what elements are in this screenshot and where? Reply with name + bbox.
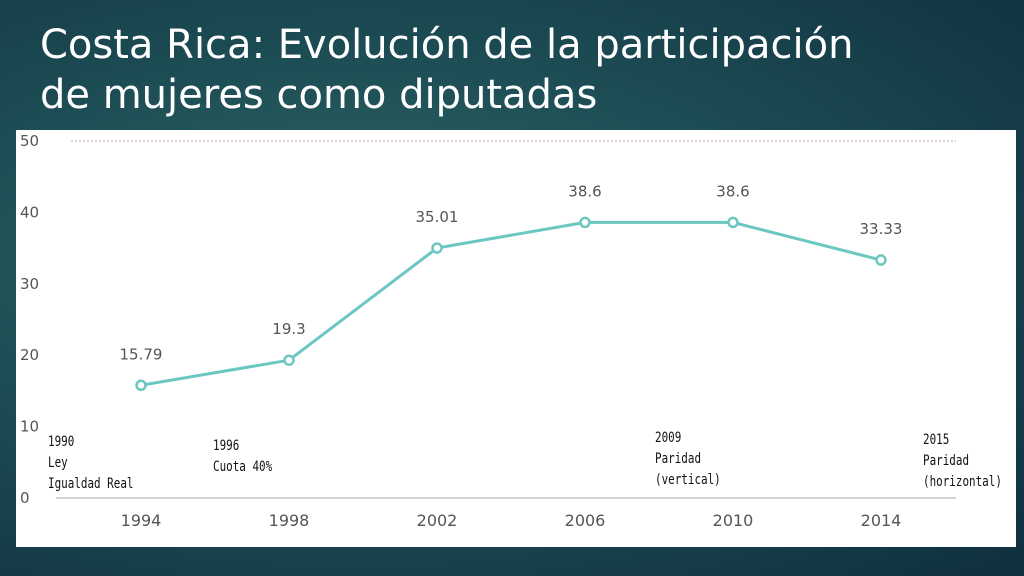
data-label: 38.6 bbox=[568, 182, 601, 200]
x-tick-label: 2014 bbox=[861, 511, 902, 530]
data-labels: 15.79 19.3 35.01 38.6 38.6 33.33 bbox=[120, 182, 903, 363]
y-tick-label: 20 bbox=[20, 346, 39, 364]
annotation-text: (vertical) bbox=[655, 472, 721, 488]
data-label: 38.6 bbox=[716, 182, 749, 200]
title-line-1: Costa Rica: Evolución de la participació… bbox=[40, 22, 854, 68]
annotation-year: 1996 bbox=[213, 438, 240, 454]
annotation-2015: 2015 Paridad (horizontal) bbox=[923, 430, 1024, 493]
y-axis: 0 10 20 30 40 50 bbox=[20, 132, 39, 507]
x-tick-label: 2002 bbox=[417, 511, 458, 530]
data-point bbox=[875, 254, 887, 266]
annotation-2009: 2009 Paridad (vertical) bbox=[655, 428, 739, 491]
x-tick-label: 1998 bbox=[269, 511, 310, 530]
y-tick-label: 30 bbox=[20, 275, 39, 293]
annotation-text: Cuota 40% bbox=[213, 459, 273, 475]
annotation-text: (horizontal) bbox=[923, 474, 1002, 490]
x-axis: 1994 1998 2002 2006 2010 2014 bbox=[121, 511, 902, 530]
data-label: 35.01 bbox=[416, 208, 459, 226]
annotation-text: Paridad bbox=[655, 451, 702, 467]
data-point bbox=[431, 242, 443, 254]
x-tick-label: 2010 bbox=[713, 511, 754, 530]
x-tick-label: 1994 bbox=[121, 511, 162, 530]
data-label: 33.33 bbox=[860, 220, 903, 238]
series-line bbox=[140, 220, 882, 387]
chart-panel: 0 10 20 30 40 50 1994 1998 2002 2006 2010 2014 15.… bbox=[16, 130, 1016, 547]
line-chart: 0 10 20 30 40 50 1994 1998 2002 2006 2010 2014 15.… bbox=[20, 132, 956, 530]
annotation-year: 2015 bbox=[923, 432, 950, 448]
y-tick-label: 0 bbox=[20, 489, 30, 507]
x-tick-label: 2006 bbox=[565, 511, 606, 530]
annotation-text: Ley bbox=[48, 455, 68, 471]
annotation-year: 1990 bbox=[48, 434, 75, 450]
data-points bbox=[135, 216, 887, 392]
data-point bbox=[727, 216, 739, 229]
annotation-1990: 1990 Ley Igualdad Real bbox=[48, 432, 158, 495]
title-line-2: de mujeres como diputadas bbox=[40, 72, 598, 118]
data-point bbox=[283, 354, 295, 366]
data-label: 19.3 bbox=[272, 320, 305, 338]
y-tick-label: 50 bbox=[20, 132, 39, 150]
y-tick-label: 40 bbox=[20, 203, 39, 221]
annotation-1996: 1996 Cuota 40% bbox=[213, 436, 289, 478]
annotation-text: Paridad bbox=[923, 453, 970, 469]
annotation-year: 2009 bbox=[655, 430, 682, 446]
annotation-text: Igualdad Real bbox=[48, 476, 134, 492]
data-point bbox=[135, 379, 147, 392]
data-label: 15.79 bbox=[120, 345, 163, 363]
y-tick-label: 10 bbox=[20, 418, 39, 436]
data-point bbox=[579, 216, 591, 229]
slide-title: Costa Rica: Evolución de la participació… bbox=[40, 20, 1000, 120]
